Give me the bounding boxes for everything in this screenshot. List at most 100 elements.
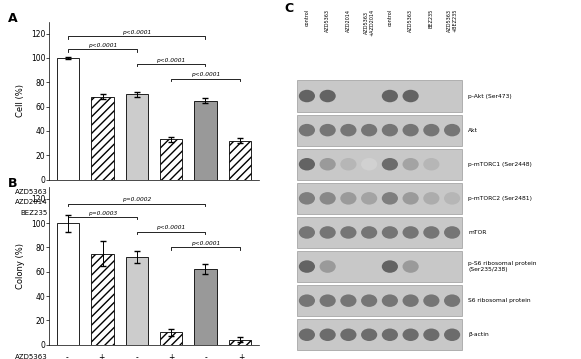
Text: -: - <box>135 188 138 197</box>
Bar <box>228 340 251 345</box>
Text: β-actin: β-actin <box>468 332 489 337</box>
Text: p<0.0001: p<0.0001 <box>191 241 220 246</box>
Ellipse shape <box>444 192 460 205</box>
Text: +: + <box>168 353 174 359</box>
Bar <box>194 269 217 345</box>
Ellipse shape <box>403 158 419 171</box>
Bar <box>160 139 182 180</box>
Bar <box>296 319 462 350</box>
Text: p-mTORC2 (Ser2481): p-mTORC2 (Ser2481) <box>468 196 532 201</box>
Text: AZD5363: AZD5363 <box>15 189 47 195</box>
Ellipse shape <box>320 192 336 205</box>
Text: -: - <box>240 198 242 207</box>
Text: +: + <box>168 188 174 197</box>
Text: S6 ribosomal protein: S6 ribosomal protein <box>468 298 531 303</box>
Ellipse shape <box>361 192 377 205</box>
Text: mTOR: mTOR <box>468 230 487 235</box>
Text: AZD5363: AZD5363 <box>408 9 413 32</box>
Ellipse shape <box>382 328 398 341</box>
Ellipse shape <box>424 294 439 307</box>
Text: control: control <box>304 9 310 26</box>
Text: +: + <box>134 198 139 207</box>
Ellipse shape <box>299 124 315 136</box>
Text: -: - <box>66 208 68 217</box>
Ellipse shape <box>444 294 460 307</box>
Ellipse shape <box>382 192 398 205</box>
Ellipse shape <box>299 294 315 307</box>
Ellipse shape <box>299 328 315 341</box>
Ellipse shape <box>361 158 377 171</box>
Ellipse shape <box>361 328 377 341</box>
Text: +: + <box>99 353 105 359</box>
Ellipse shape <box>382 294 398 307</box>
Bar <box>296 149 462 180</box>
Text: p<0.0001: p<0.0001 <box>156 225 186 230</box>
Bar <box>228 141 251 180</box>
Ellipse shape <box>320 328 336 341</box>
Ellipse shape <box>403 90 419 102</box>
Bar <box>125 257 148 345</box>
Text: AZD5363: AZD5363 <box>15 354 47 359</box>
Ellipse shape <box>444 124 460 136</box>
Text: +: + <box>238 208 244 217</box>
Text: p<0.0001: p<0.0001 <box>122 30 152 35</box>
Text: +: + <box>168 198 174 207</box>
Ellipse shape <box>444 158 460 171</box>
Text: -: - <box>66 188 68 197</box>
Ellipse shape <box>340 192 357 205</box>
Ellipse shape <box>424 124 439 136</box>
Text: p<0.0001: p<0.0001 <box>191 73 220 78</box>
Bar <box>57 223 80 345</box>
Bar <box>296 285 462 316</box>
Text: -: - <box>170 208 173 217</box>
Ellipse shape <box>299 226 315 239</box>
Ellipse shape <box>424 260 439 273</box>
Text: control: control <box>388 9 392 26</box>
Ellipse shape <box>340 260 357 273</box>
Ellipse shape <box>299 192 315 205</box>
Ellipse shape <box>403 124 419 136</box>
Ellipse shape <box>299 260 315 273</box>
Bar <box>296 183 462 214</box>
Ellipse shape <box>403 260 419 273</box>
Bar <box>296 217 462 248</box>
Bar <box>160 332 182 345</box>
Ellipse shape <box>299 90 315 102</box>
Ellipse shape <box>424 158 439 171</box>
Bar <box>194 101 217 180</box>
Ellipse shape <box>340 158 357 171</box>
Text: AZD5363
+AZD2014: AZD5363 +AZD2014 <box>364 9 374 36</box>
Text: A: A <box>8 12 17 25</box>
Ellipse shape <box>403 226 419 239</box>
Ellipse shape <box>424 328 439 341</box>
Text: Akt: Akt <box>468 128 478 132</box>
Text: -: - <box>205 188 207 197</box>
Text: +: + <box>203 208 209 217</box>
Ellipse shape <box>444 226 460 239</box>
Ellipse shape <box>299 158 315 171</box>
Text: p-mTORC1 (Ser2448): p-mTORC1 (Ser2448) <box>468 162 532 167</box>
Ellipse shape <box>382 260 398 273</box>
Bar <box>296 251 462 282</box>
Ellipse shape <box>340 124 357 136</box>
Text: AZD5363
+BEZ235: AZD5363 +BEZ235 <box>447 9 457 32</box>
Text: p=0.0002: p=0.0002 <box>122 197 152 202</box>
Text: p-Akt (Ser473): p-Akt (Ser473) <box>468 94 512 98</box>
Ellipse shape <box>320 124 336 136</box>
Y-axis label: Colony (%): Colony (%) <box>16 243 25 289</box>
Bar <box>91 97 114 180</box>
Text: -: - <box>101 208 103 217</box>
Bar <box>91 253 114 345</box>
Text: p<0.0001: p<0.0001 <box>156 58 186 63</box>
Ellipse shape <box>320 90 336 102</box>
Text: -: - <box>205 353 207 359</box>
Text: p<0.0001: p<0.0001 <box>88 43 117 48</box>
Ellipse shape <box>382 124 398 136</box>
Text: p=0.0003: p=0.0003 <box>88 211 117 216</box>
Text: -: - <box>66 353 68 359</box>
Ellipse shape <box>424 226 439 239</box>
Text: -: - <box>66 198 68 207</box>
Ellipse shape <box>361 294 377 307</box>
Text: -: - <box>101 198 103 207</box>
Ellipse shape <box>403 192 419 205</box>
